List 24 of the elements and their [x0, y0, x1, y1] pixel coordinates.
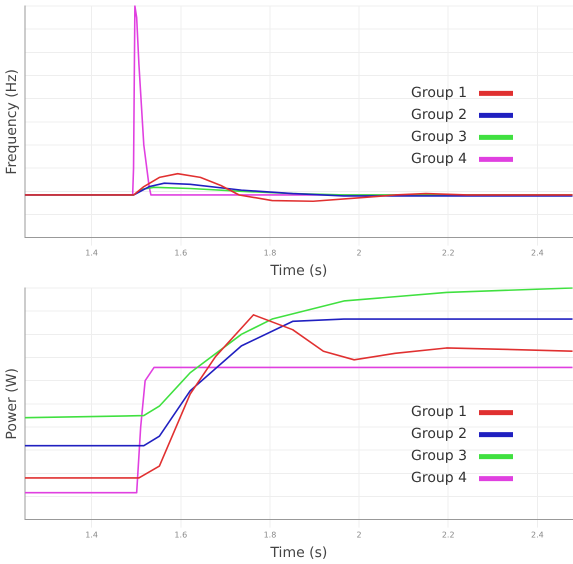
- legend-label: Group 1: [411, 85, 468, 102]
- legend-label: Group 2: [411, 107, 468, 124]
- x-tick-label: 2.2: [442, 248, 455, 258]
- x-tick-label: 2.4: [530, 248, 544, 258]
- x-tick-label: 1.4: [85, 248, 98, 258]
- legend-label: Group 4: [411, 470, 468, 486]
- legend-label: Group 1: [411, 404, 468, 420]
- y-axis-title: Frequency (Hz): [4, 69, 20, 175]
- x-tick-label: 1.6: [174, 248, 188, 258]
- x-tick-label: 1.8: [264, 530, 276, 540]
- x-tick-label: 2: [356, 248, 362, 258]
- x-tick-label: 2: [356, 530, 362, 540]
- legend-label: Group 4: [411, 151, 468, 168]
- legend-label: Group 3: [411, 448, 468, 464]
- x-axis-title: Time (s): [269, 263, 328, 280]
- x-tick-label: 2.2: [442, 530, 455, 540]
- x-axis-title: Time (s): [269, 545, 328, 562]
- x-tick-label: 1.8: [264, 248, 276, 258]
- x-tick-label: 1.6: [174, 530, 188, 540]
- legend-label: Group 2: [411, 426, 468, 442]
- y-axis-title: Power (W): [4, 368, 20, 440]
- x-tick-label: 1.4: [85, 530, 98, 540]
- legend-label: Group 3: [411, 129, 468, 146]
- x-tick-label: 2.4: [530, 530, 544, 540]
